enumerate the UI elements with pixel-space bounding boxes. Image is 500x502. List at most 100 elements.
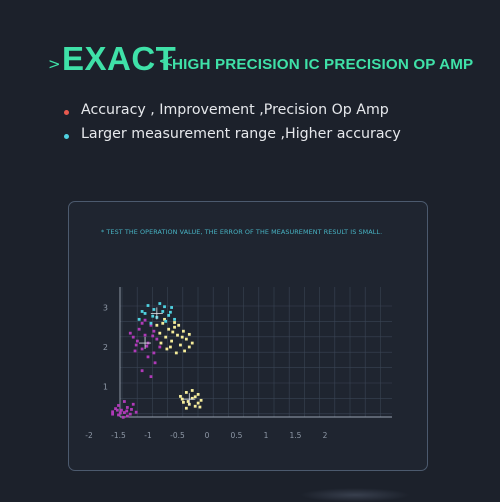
headline-title: EXACT	[62, 40, 177, 77]
data-point	[149, 321, 153, 325]
data-point	[190, 389, 194, 392]
data-point	[152, 329, 156, 333]
x-tick-label: -1	[144, 431, 152, 440]
x-tick-label: 0.5	[231, 431, 243, 440]
data-point	[134, 343, 138, 347]
data-point	[140, 321, 144, 325]
crosshair-marker	[139, 337, 152, 350]
data-point	[133, 349, 137, 353]
data-point	[182, 400, 185, 404]
data-point	[196, 393, 200, 396]
x-tick-label: -2	[85, 431, 93, 440]
data-point	[158, 302, 162, 305]
x-tick-label: -0.5	[170, 431, 185, 440]
data-point	[169, 310, 172, 314]
x-tick-label: -1.5	[111, 431, 126, 440]
data-point	[146, 304, 150, 307]
data-point	[170, 306, 173, 309]
data-point	[152, 308, 156, 311]
data-point	[193, 395, 197, 399]
data-point	[198, 405, 202, 409]
data-point	[158, 345, 162, 349]
data-point	[155, 323, 159, 327]
data-point	[149, 375, 153, 379]
data-point	[131, 335, 135, 339]
data-point	[155, 337, 159, 341]
chart-grid	[120, 287, 392, 417]
data-point	[130, 408, 133, 411]
data-point	[167, 314, 171, 317]
data-point	[143, 333, 147, 337]
bullet-dot-icon	[64, 134, 69, 139]
x-tick-label: 0	[205, 431, 210, 440]
data-point	[182, 329, 185, 333]
x-tick-label: 1	[264, 431, 269, 440]
chevron-right-icon: >	[48, 55, 61, 73]
data-point	[190, 341, 194, 345]
data-point	[163, 305, 166, 309]
chevron-left-icon: <	[158, 50, 174, 72]
data-point	[179, 343, 182, 347]
data-point	[158, 331, 162, 335]
data-point	[137, 317, 141, 321]
data-point	[134, 410, 138, 414]
bullet-dot-icon	[64, 110, 69, 115]
data-point	[135, 339, 139, 343]
bottom-glow	[300, 488, 410, 502]
chart-note: * TEST THE OPERATION VALUE, THE ERROR OF…	[101, 228, 383, 236]
data-point	[120, 408, 123, 412]
chart-axes: -2 -1.5 -1 -0.5 0 0.5 1 1.5 2 1 2 3	[85, 287, 392, 440]
y-tick-label: 1	[103, 383, 108, 392]
data-point	[169, 345, 172, 349]
crosshair-marker	[150, 307, 163, 320]
data-point	[164, 319, 168, 323]
x-tick-label: 2	[323, 431, 328, 440]
data-point	[125, 414, 129, 418]
data-point	[131, 402, 135, 406]
data-point	[167, 327, 171, 331]
data-point	[111, 412, 114, 416]
chart-points	[111, 302, 203, 419]
data-point	[137, 327, 141, 331]
data-point	[128, 331, 132, 335]
data-point	[125, 409, 129, 413]
feature-text: Accuracy , Improvement ,Precision Op Amp	[81, 102, 389, 118]
data-point	[187, 332, 191, 336]
data-point	[164, 335, 168, 339]
data-point	[117, 404, 120, 407]
data-point	[140, 347, 144, 351]
data-point	[183, 349, 186, 353]
data-point	[117, 413, 120, 417]
data-point	[180, 335, 184, 339]
x-tick-label: 1.5	[290, 431, 302, 440]
data-point	[125, 406, 129, 409]
data-point	[190, 396, 194, 400]
data-point	[174, 351, 178, 355]
data-point	[171, 330, 175, 334]
data-point	[140, 369, 144, 373]
data-point	[161, 321, 165, 325]
data-point	[179, 394, 182, 398]
data-point	[140, 310, 144, 313]
data-point	[114, 407, 117, 411]
data-point	[177, 323, 181, 327]
data-point	[163, 317, 166, 321]
data-point	[151, 334, 155, 338]
data-point	[123, 400, 126, 403]
data-point	[161, 310, 165, 313]
data-point	[184, 337, 188, 341]
data-point	[153, 361, 157, 365]
data-point	[143, 318, 147, 322]
data-point	[187, 345, 191, 349]
headline-subtitle: HIGH PRECISION IC PRECISION OP AMP	[172, 56, 474, 73]
data-point	[111, 410, 114, 414]
data-point	[149, 323, 153, 327]
data-point	[176, 333, 179, 337]
data-point	[184, 406, 188, 410]
data-point	[123, 411, 126, 414]
crosshair-marker	[183, 393, 196, 406]
data-point	[128, 412, 132, 416]
data-point	[159, 341, 163, 345]
data-point	[173, 325, 176, 329]
data-point	[152, 351, 156, 355]
